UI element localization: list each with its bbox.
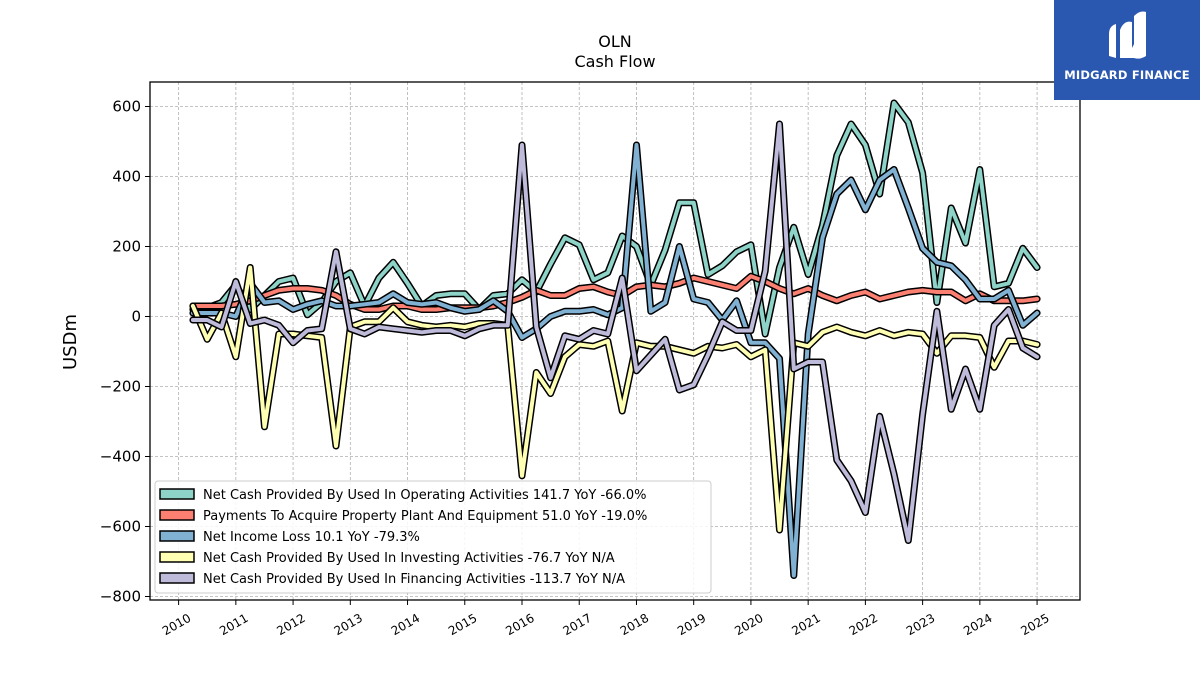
x-tick-label: 2010 (160, 611, 193, 638)
legend-swatch (159, 488, 195, 500)
x-tick-label: 2012 (274, 611, 307, 638)
y-tick-label: −200 (100, 378, 141, 396)
series-line-4 (189, 264, 1041, 534)
x-tick-label: 2015 (446, 611, 479, 638)
x-tick-label: 2014 (389, 611, 422, 638)
legend-box (154, 480, 712, 594)
series-stroke (190, 101, 1040, 336)
legend-entry: Net Cash Provided By Used In Investing A… (203, 551, 615, 566)
x-tick-label: 2019 (675, 611, 708, 638)
legend-entry: Net Income Loss 10.1 YoY -79.3% (203, 530, 420, 545)
legend-swatch (159, 530, 195, 542)
x-tick-label: 2025 (1018, 611, 1051, 638)
y-tick-label: 400 (112, 168, 141, 186)
legend: Net Cash Provided By Used In Operating A… (154, 480, 712, 594)
x-tick-label: 2024 (961, 611, 994, 638)
legend-swatch (159, 572, 195, 584)
y-tick-label: 0 (131, 308, 141, 326)
x-tick-label: 2017 (561, 611, 594, 638)
series-layer (189, 99, 1041, 579)
y-tick-label: −400 (100, 448, 141, 466)
x-tick-label: 2016 (503, 611, 536, 638)
y-axis: 600 400 200 0 −200 −400 −600 −800 (100, 98, 150, 606)
y-tick-label: 200 (112, 238, 141, 256)
series-line-1 (189, 99, 1041, 338)
y-axis-label: USDm (60, 314, 81, 370)
x-tick-label: 2013 (332, 611, 365, 638)
midgard-finance-logo: MIDGARD FINANCE (1054, 0, 1200, 100)
y-tick-label: 600 (112, 98, 141, 116)
plot-frame (149, 81, 1081, 601)
x-axis: 2010 2011 2012 2013 2014 2015 2016 2017 2018 2019… (160, 600, 1052, 638)
x-tick-label: 2020 (732, 611, 765, 638)
logo-mark-icon (1109, 11, 1146, 59)
x-tick-label: 2023 (904, 611, 937, 638)
chart-subtitle: Cash Flow (574, 52, 655, 71)
y-tick-label: −600 (100, 518, 141, 536)
chart-title: OLN (598, 32, 631, 51)
legend-entry: Payments To Acquire Property Plant And E… (203, 509, 647, 524)
logo-text: MIDGARD FINANCE (1064, 68, 1190, 82)
series-stroke (190, 122, 1040, 543)
series-line-5 (189, 120, 1041, 544)
y-tick-label: −800 (100, 588, 141, 606)
x-tick-label: 2018 (618, 611, 651, 638)
series-stroke (190, 265, 1040, 532)
legend-entry: Net Cash Provided By Used In Financing A… (203, 572, 625, 587)
legend-swatch (159, 509, 195, 521)
x-tick-label: 2022 (847, 611, 880, 638)
x-tick-label: 2011 (217, 611, 250, 638)
legend-entry: Net Cash Provided By Used In Operating A… (203, 488, 646, 503)
legend-swatch (159, 551, 195, 563)
x-tick-label: 2021 (789, 611, 822, 638)
